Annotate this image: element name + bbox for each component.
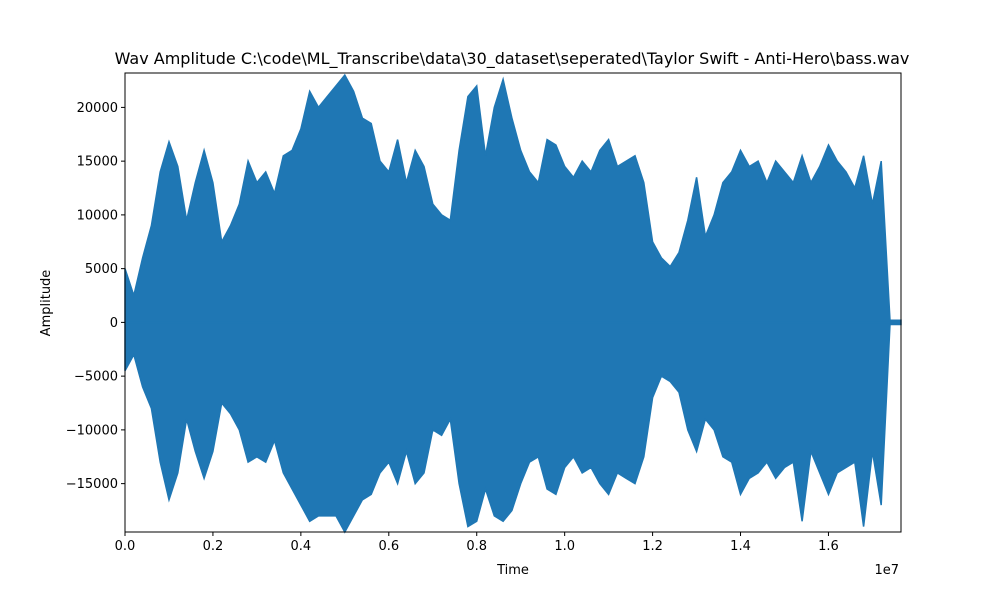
y-tick-label: 5000	[85, 262, 118, 277]
plot-frame	[124, 72, 902, 533]
x-tick-label: 0.0	[115, 539, 136, 554]
x-tick-label: 1.2	[642, 539, 663, 554]
y-tick-label: −5000	[74, 370, 118, 385]
y-axis-label: Amplitude	[39, 270, 54, 337]
x-tick-label: 0.2	[203, 539, 224, 554]
y-tick-label: −10000	[66, 423, 118, 438]
x-axis-label: Time	[496, 563, 529, 578]
y-tick-label: 0	[110, 316, 118, 331]
x-tick-label: 0.8	[466, 539, 487, 554]
x-axis-offset-label: 1e7	[874, 563, 899, 578]
y-tick-label: 15000	[77, 155, 118, 170]
x-tick-label: 1.4	[730, 539, 751, 554]
y-tick-label: 20000	[77, 101, 118, 116]
y-tick-label: 10000	[77, 208, 118, 223]
x-tick-label: 0.4	[291, 539, 312, 554]
y-tick-label: −15000	[66, 477, 118, 492]
x-axis: 0.0 0.2 0.4 0.6 0.8 1.0 1.2 1.4 1.6	[115, 532, 839, 554]
x-tick-label: 0.6	[378, 539, 399, 554]
y-axis: −15000 −10000 −5000 0 5000 10000 15000 20000	[66, 101, 125, 492]
x-tick-label: 1.0	[554, 539, 575, 554]
x-tick-label: 1.6	[818, 539, 839, 554]
chart-title: Wav Amplitude C:\code\ML_Transcribe\data…	[115, 49, 910, 69]
